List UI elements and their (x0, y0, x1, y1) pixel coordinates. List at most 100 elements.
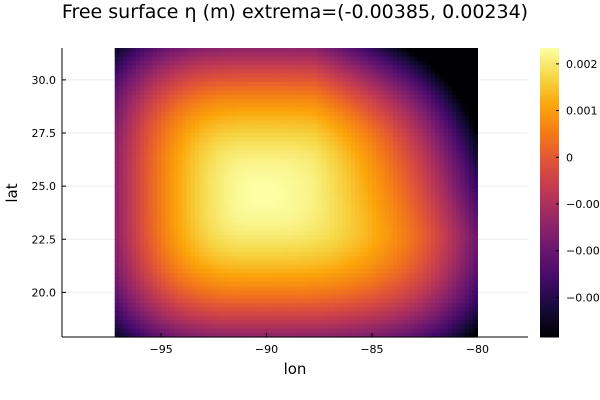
heatmap-cell (367, 222, 373, 228)
heatmap-cell (127, 99, 133, 104)
heatmap-cell (359, 73, 365, 79)
heatmap-cell (296, 116, 301, 121)
heatmap-cell (169, 82, 175, 87)
heatmap-cell (371, 243, 377, 249)
heatmap-cell (464, 256, 470, 262)
heatmap-cell (253, 133, 259, 138)
heatmap-cell (199, 230, 204, 236)
heatmap-cell (473, 188, 478, 194)
heatmap-cell (384, 230, 390, 236)
heatmap-cell (287, 230, 293, 236)
heatmap-cell (456, 175, 462, 181)
heatmap-cell (156, 150, 162, 155)
heatmap-cell (363, 281, 369, 287)
heatmap-cell (414, 141, 419, 147)
heatmap-cell (199, 52, 204, 58)
heatmap-cell (338, 277, 344, 283)
heatmap-cell (384, 239, 390, 245)
heatmap-cell (283, 256, 289, 262)
heatmap-cell (401, 286, 407, 291)
heatmap-cell (426, 94, 432, 100)
heatmap-cell (283, 239, 289, 245)
heatmap-cell (296, 179, 301, 185)
heatmap-cell (224, 205, 230, 211)
heatmap-cell (452, 196, 457, 202)
heatmap-cell (350, 162, 356, 168)
heatmap-cell (253, 73, 259, 79)
heatmap-cell (435, 239, 441, 245)
heatmap-cell (182, 94, 188, 100)
heatmap-cell (123, 82, 128, 87)
heatmap-cell (296, 90, 301, 96)
heatmap-cell (435, 65, 441, 70)
heatmap-cell (194, 111, 200, 117)
heatmap-cell (161, 69, 166, 75)
heatmap-cell (308, 107, 314, 113)
heatmap-cell (291, 184, 297, 189)
heatmap-cell (287, 99, 293, 104)
heatmap-cell (296, 69, 301, 75)
heatmap-cell (388, 77, 394, 83)
heatmap-cell (156, 213, 162, 219)
heatmap-cell (393, 52, 398, 58)
heatmap-cell (422, 205, 428, 211)
heatmap-cell (468, 192, 474, 198)
heatmap-cell (123, 196, 128, 202)
heatmap-cell (287, 137, 293, 143)
heatmap-cell (342, 192, 348, 198)
heatmap-cell (207, 243, 213, 249)
heatmap-cell (173, 90, 179, 96)
heatmap-cell (435, 60, 441, 66)
heatmap-cell (388, 235, 394, 240)
heatmap-cell (224, 111, 230, 117)
heatmap-cell (300, 256, 306, 262)
heatmap-cell (317, 196, 322, 202)
heatmap-cell (152, 162, 158, 168)
heatmap-cell (127, 230, 133, 236)
heatmap-cell (325, 264, 331, 270)
heatmap-cell (161, 60, 166, 66)
heatmap-cell (194, 171, 200, 177)
heatmap-cell (409, 277, 415, 283)
heatmap-cell (186, 264, 192, 270)
heatmap-cell (338, 239, 344, 245)
heatmap-cell (380, 73, 386, 79)
heatmap-cell (156, 116, 162, 121)
heatmap-cell (291, 188, 297, 194)
heatmap-cell (114, 281, 120, 287)
heatmap-cell (203, 188, 209, 194)
heatmap-cell (443, 52, 449, 58)
heatmap-cell (283, 94, 289, 100)
heatmap-cell (346, 226, 352, 232)
heatmap-cell (473, 264, 478, 270)
heatmap-cell (220, 154, 225, 160)
heatmap-cell (237, 218, 242, 223)
heatmap-cell (118, 107, 124, 113)
heatmap-cell (321, 103, 327, 109)
heatmap-cell (211, 111, 217, 117)
heatmap-cell (393, 239, 398, 245)
heatmap-cell (312, 86, 318, 92)
heatmap-cell (274, 213, 280, 219)
heatmap-cell (156, 77, 162, 83)
heatmap-cell (338, 145, 344, 151)
heatmap-cell (291, 209, 297, 215)
heatmap-cell (253, 77, 259, 83)
heatmap-cell (426, 82, 432, 87)
heatmap-cell (177, 184, 183, 189)
heatmap-cell (262, 65, 268, 70)
heatmap-cell (443, 141, 449, 147)
heatmap-cell (397, 90, 403, 96)
heatmap-cell (291, 256, 297, 262)
heatmap-cell (224, 162, 230, 168)
heatmap-cell (308, 188, 314, 194)
heatmap-cell (152, 196, 158, 202)
heatmap-cell (186, 281, 192, 287)
heatmap-cell (342, 179, 348, 185)
heatmap-cell (296, 86, 301, 92)
heatmap-cell (304, 82, 310, 87)
heatmap-cell (279, 273, 285, 279)
heatmap-cell (127, 218, 133, 223)
heatmap-cell (422, 179, 428, 185)
heatmap-cell (342, 222, 348, 228)
